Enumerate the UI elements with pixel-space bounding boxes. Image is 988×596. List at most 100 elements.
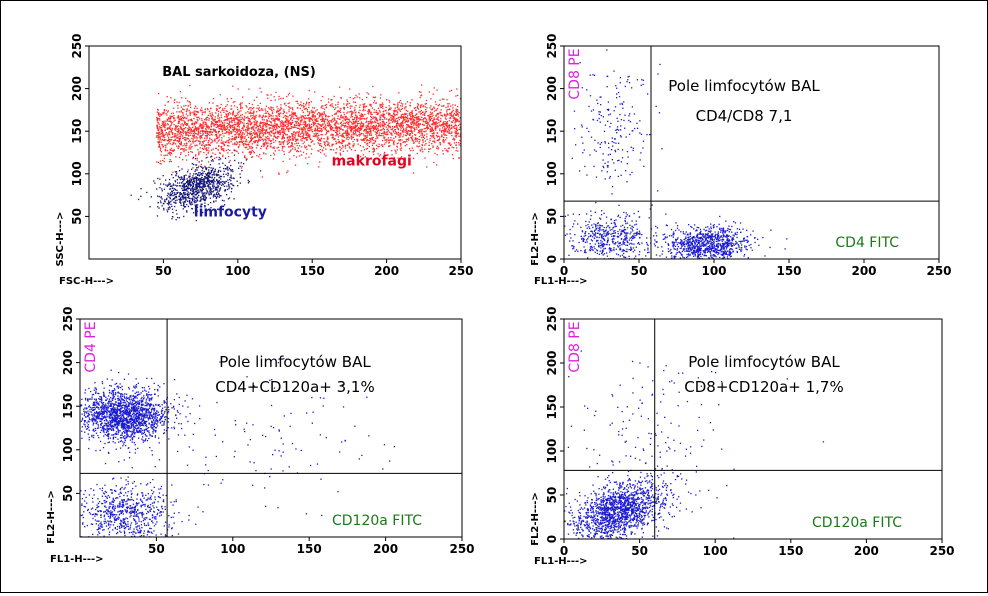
data-point [304, 147, 305, 148]
data-point [248, 120, 249, 121]
data-point [175, 200, 176, 201]
data-point [312, 107, 313, 108]
data-point [252, 104, 253, 105]
data-point [367, 145, 368, 146]
data-point [221, 121, 222, 122]
data-point [404, 108, 405, 109]
data-point [419, 146, 420, 147]
data-point [272, 112, 273, 113]
data-point [156, 137, 157, 138]
data-point [429, 91, 430, 92]
data-point [233, 185, 234, 186]
data-point [370, 138, 371, 139]
data-point [412, 117, 413, 118]
data-point [364, 110, 365, 111]
data-point [371, 117, 372, 118]
data-point [240, 177, 241, 178]
data-point [307, 109, 308, 110]
data-point [241, 170, 242, 171]
data-point [436, 135, 437, 136]
data-point [188, 132, 189, 133]
data-point [190, 102, 191, 103]
data-point [174, 99, 175, 100]
data-point [219, 183, 220, 184]
data-point [283, 124, 284, 125]
data-point [375, 112, 376, 113]
data-point [271, 115, 272, 116]
data-point [149, 206, 150, 207]
data-point [359, 110, 360, 111]
data-point [219, 152, 220, 153]
data-point [187, 115, 188, 116]
data-point [457, 109, 458, 110]
data-point [209, 172, 210, 173]
data-point [271, 128, 272, 129]
data-point [177, 134, 178, 135]
data-point [417, 140, 418, 141]
data-point [166, 132, 167, 133]
data-point [198, 172, 199, 173]
data-point [263, 115, 264, 116]
data-point [206, 150, 207, 151]
data-point [187, 201, 188, 202]
data-point [362, 118, 363, 119]
data-point [302, 110, 303, 111]
data-point [386, 122, 387, 123]
data-point [329, 120, 330, 121]
data-point [263, 146, 264, 147]
data-point [406, 130, 407, 131]
data-point [347, 119, 348, 120]
data-point [272, 120, 273, 121]
data-point [165, 113, 166, 114]
data-point [187, 100, 188, 101]
data-point [325, 115, 326, 116]
data-point [438, 139, 439, 140]
data-point [248, 137, 249, 138]
data-point [173, 118, 174, 119]
data-point [453, 115, 454, 116]
data-point [381, 133, 382, 134]
data-point [366, 92, 367, 93]
data-point [262, 129, 263, 130]
data-point [292, 107, 293, 108]
data-point [322, 149, 323, 150]
data-point [191, 129, 192, 130]
data-point [288, 129, 289, 130]
data-point [326, 130, 327, 131]
data-point [291, 124, 292, 125]
data-point [194, 108, 195, 109]
data-point [332, 137, 333, 138]
data-point [182, 145, 183, 146]
data-point [306, 103, 307, 104]
data-point [178, 128, 179, 129]
data-point [180, 126, 181, 127]
data-point [205, 196, 206, 197]
data-point [266, 148, 267, 149]
data-point [189, 127, 190, 128]
data-point [160, 150, 161, 151]
data-point [433, 119, 434, 120]
data-point [352, 145, 353, 146]
data-point [349, 137, 350, 138]
data-point [267, 138, 268, 139]
data-point [234, 105, 235, 106]
data-point [287, 116, 288, 117]
data-point [219, 180, 220, 181]
data-point [199, 187, 200, 188]
data-point [200, 182, 201, 183]
data-point [183, 115, 184, 116]
data-point [209, 118, 210, 119]
data-point [335, 141, 336, 142]
data-point [341, 136, 342, 137]
data-point [393, 130, 394, 131]
data-point [308, 117, 309, 118]
data-point [300, 134, 301, 135]
data-point [266, 126, 267, 127]
data-point [424, 135, 425, 136]
data-point [183, 208, 184, 209]
data-point [195, 140, 196, 141]
data-point [263, 124, 264, 125]
data-point [218, 131, 219, 132]
data-point [187, 134, 188, 135]
data-point [310, 139, 311, 140]
